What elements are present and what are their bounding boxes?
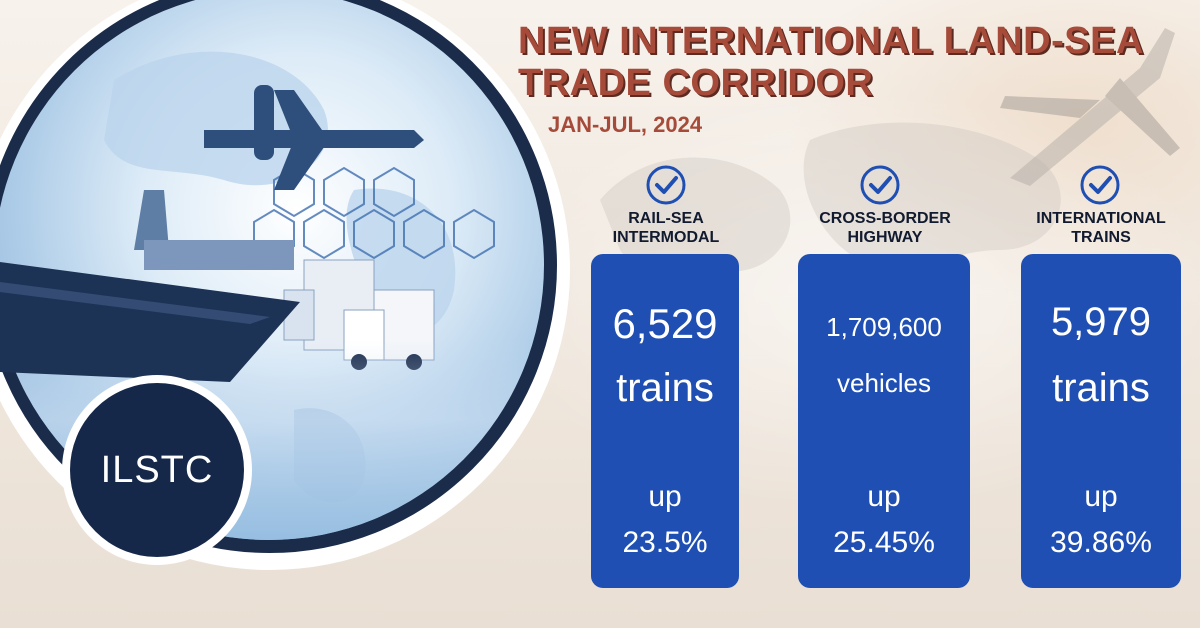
stat-label-rail-sea: RAIL-SEA INTERMODAL bbox=[596, 209, 736, 247]
stat-change: 23.5% bbox=[622, 526, 708, 559]
label-line: TRAINS bbox=[1071, 229, 1131, 246]
airplane-icon bbox=[204, 85, 424, 190]
stat-value: 1,709,600 bbox=[826, 312, 942, 342]
page-title: NEW INTERNATIONAL LAND-SEA TRADE CORRIDO… bbox=[518, 20, 1143, 104]
stat-unit: vehicles bbox=[837, 368, 931, 398]
world-map-background bbox=[600, 122, 1152, 439]
cargo-ship-icon bbox=[134, 190, 294, 270]
stat-card-international-trains: 5,979 trains up 39.86% bbox=[1021, 254, 1181, 588]
label-line: HIGHWAY bbox=[847, 229, 923, 246]
ship-hull-icon bbox=[0, 262, 300, 382]
badge-label: ILSTC bbox=[70, 383, 244, 557]
check-circle-icon bbox=[646, 165, 686, 205]
stat-card-cross-border: 1,709,600 vehicles up 25.45% bbox=[798, 254, 970, 588]
stat-value: 6,529 bbox=[612, 300, 718, 347]
label-line: INTERNATIONAL bbox=[1036, 210, 1166, 227]
stat-value: 5,979 bbox=[1050, 300, 1152, 344]
label-line: CROSS-BORDER bbox=[819, 210, 951, 227]
stat-change: 39.86% bbox=[1050, 526, 1152, 559]
page-subtitle: JAN-JUL, 2024 bbox=[548, 112, 703, 137]
stat-up-label: up bbox=[867, 480, 901, 513]
stat-up-label: up bbox=[648, 480, 682, 513]
label-line: INTERMODAL bbox=[612, 229, 720, 246]
airplane-background-icon bbox=[1000, 28, 1180, 186]
check-circle-icon bbox=[860, 165, 900, 205]
ilstc-badge: ILSTC bbox=[62, 375, 252, 565]
check-circle-icon bbox=[1080, 165, 1120, 205]
stat-label-international-trains: INTERNATIONAL TRAINS bbox=[1016, 209, 1186, 247]
stat-card-rail-sea: 6,529 trains up 23.5% bbox=[591, 254, 739, 588]
label-line: RAIL-SEA bbox=[628, 210, 704, 227]
stat-unit: trains bbox=[616, 366, 714, 410]
stat-label-cross-border: CROSS-BORDER HIGHWAY bbox=[800, 209, 970, 247]
stat-up-label: up bbox=[1084, 480, 1118, 513]
stat-change: 25.45% bbox=[833, 526, 935, 559]
stat-unit: trains bbox=[1052, 366, 1150, 410]
